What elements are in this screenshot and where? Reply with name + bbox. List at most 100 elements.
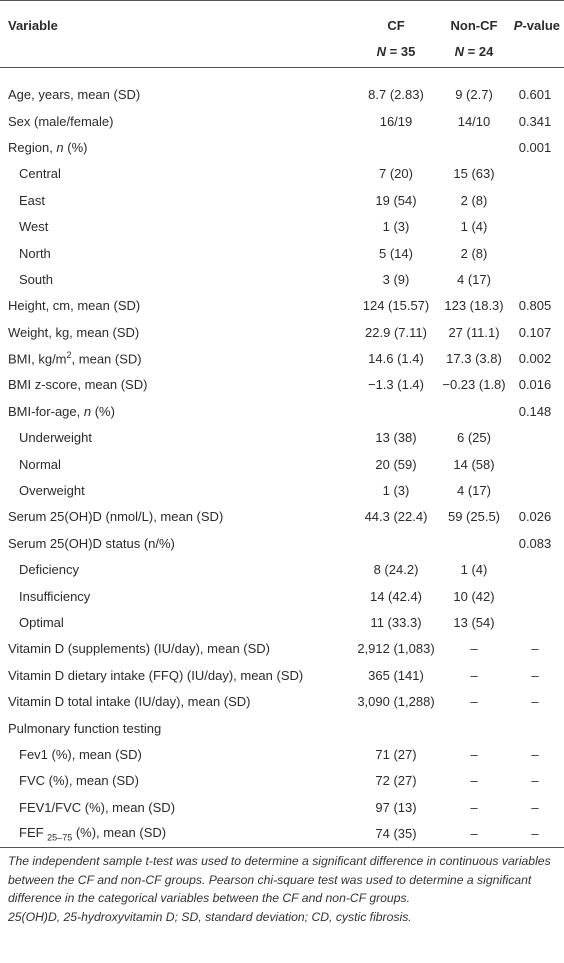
table-cell: 124 (15.57) xyxy=(362,298,430,314)
text: North xyxy=(19,245,51,261)
table-cell xyxy=(442,530,506,556)
table-cell: 1 (3) xyxy=(382,483,410,499)
text: Weight, kg, mean (SD) xyxy=(8,324,140,340)
row-label: Weight, kg, mean (SD) xyxy=(0,319,350,345)
text-i: P xyxy=(513,18,523,33)
table-cell xyxy=(506,583,564,609)
spacer-cell xyxy=(0,68,350,82)
table-cell: 13 (38) xyxy=(375,430,417,446)
table-cell: 0.601 xyxy=(518,87,552,103)
table-cell: 1 (3) xyxy=(382,219,410,235)
table-row: Deficiency 8 (24.2) 1 (4) xyxy=(0,557,564,583)
text-i: n xyxy=(83,403,92,419)
table-cell: 0.805 xyxy=(518,298,552,314)
text: Normal xyxy=(19,456,61,472)
table-cell xyxy=(506,715,564,741)
table-cell xyxy=(350,530,442,556)
table-cell xyxy=(506,213,564,239)
row-label: Fev1 (%), mean (SD) xyxy=(0,741,350,767)
footnote: The independent sample t-test was used t… xyxy=(8,854,551,905)
text: BMI, kg/m xyxy=(8,351,67,367)
text: FEF xyxy=(19,824,48,840)
table-cell: – xyxy=(442,820,506,848)
table-row: Vitamin D dietary intake (FFQ) (IU/day),… xyxy=(0,662,564,688)
table-row: BMI z-score, mean (SD) −1.3 (1.4) −0.23 (1… xyxy=(0,372,564,398)
row-label: FEF 25–75 (%), mean (SD) xyxy=(0,820,350,848)
table-cell: – xyxy=(470,667,478,683)
table-cell: 1 (4) xyxy=(460,219,488,235)
row-label: Overweight xyxy=(0,477,350,503)
table-row: Central 7 (20) 15 (63) xyxy=(0,161,564,187)
table-cell: 11 (33.3) xyxy=(370,615,422,630)
table-cell: 0.341 xyxy=(518,113,552,129)
column-header: Variable xyxy=(0,0,350,68)
table-cell: 2 (8) xyxy=(460,245,488,261)
spacer-cell xyxy=(506,68,564,82)
row-label: Deficiency xyxy=(0,557,350,583)
text: = 24 xyxy=(464,44,494,59)
column-title: Variable xyxy=(8,13,350,39)
text: BMI z-score, mean (SD) xyxy=(8,377,148,393)
table-row: Vitamin D (supplements) (IU/day), mean (… xyxy=(0,636,564,662)
table-row: FEV1/FVC (%), mean (SD) 97 (13) – – xyxy=(0,794,564,820)
table-cell xyxy=(506,161,564,187)
table-cell xyxy=(506,557,564,583)
text: Height, cm, mean (SD) xyxy=(8,298,141,314)
column-title: P-value xyxy=(506,13,560,39)
table-cell: – xyxy=(470,799,478,815)
column-header: P-value xyxy=(506,0,564,68)
table-cell: 14/10 xyxy=(457,113,491,129)
text-sup: 2 xyxy=(66,350,72,361)
table-cell: 0.026 xyxy=(518,509,552,525)
text: East xyxy=(19,192,46,208)
text: South xyxy=(19,271,53,287)
table-cell: – xyxy=(531,773,539,789)
table-cell: 0.001 xyxy=(518,139,552,155)
footnote: 25(OH)D, 25-hydroxyvitamin D; SD, standa… xyxy=(8,909,412,924)
table-cell: 74 (35) xyxy=(350,820,442,848)
text: Overweight xyxy=(19,483,85,499)
text: Pulmonary function testing xyxy=(8,720,162,736)
table-row: Region, n (%) 0.001 xyxy=(0,134,564,160)
table-cell: 0.083 xyxy=(518,535,552,551)
table-cell xyxy=(350,715,442,741)
table-cell: 365 (141) xyxy=(368,667,424,683)
footnotes: The independent sample t-test was used t… xyxy=(8,852,556,926)
text-i: N xyxy=(454,44,465,59)
column-header: Non-CF N = 24 xyxy=(442,0,506,68)
text: Central xyxy=(19,166,61,182)
table-cell: 14 (42.4) xyxy=(369,588,423,604)
text: Underweight xyxy=(19,430,92,446)
table-row: North 5 (14) 2 (8) xyxy=(0,240,564,266)
table-cell: 4 (17) xyxy=(457,271,491,287)
table-cell: 17.3 (3.8) xyxy=(446,351,502,367)
table-cell: −0.23 (1.8) xyxy=(442,377,506,393)
table-row: Height, cm, mean (SD) 124 (15.57) 123 (18.… xyxy=(0,293,564,319)
table-cell: 0.002 xyxy=(518,351,552,367)
row-label: Pulmonary function testing xyxy=(0,715,350,741)
table-row: Weight, kg, mean (SD) 22.9 (7.11) 27 (11.1… xyxy=(0,319,564,345)
table-cell xyxy=(442,398,506,424)
row-label: Sex (male/female) xyxy=(0,108,350,134)
column-header: CF N = 35 xyxy=(350,0,442,68)
row-label: Optimal xyxy=(0,609,350,635)
table-row: Serum 25(OH)D status (n/%) 0.083 xyxy=(0,530,564,556)
table-row: Serum 25(OH)D (nmol/L), mean (SD) 44.3 (2… xyxy=(0,504,564,530)
text: = 35 xyxy=(386,44,416,59)
table-cell xyxy=(350,134,442,160)
table-cell: – xyxy=(470,773,478,789)
row-label: Age, years, mean (SD) xyxy=(0,82,350,108)
table-cell: 97 (13) xyxy=(375,799,417,815)
table-cell: 2,912 (1,083) xyxy=(357,641,435,657)
text: FVC (%), mean (SD) xyxy=(19,773,139,789)
table-cell: 44.3 (22.4) xyxy=(364,509,428,525)
table-cell: 4 (17) xyxy=(457,483,491,499)
table-cell: 20 (59) xyxy=(375,456,417,472)
data-table: Variable CF N = 35 Non-CF N = 24 P-value Age,… xyxy=(0,0,564,848)
table-cell: 7 (20) xyxy=(379,166,413,182)
row-label: FVC (%), mean (SD) xyxy=(0,768,350,794)
text: -value xyxy=(522,18,560,33)
table-row: Sex (male/female) 16/19 14/10 0.341 xyxy=(0,108,564,134)
table-row: Overweight 1 (3) 4 (17) xyxy=(0,477,564,503)
table-cell xyxy=(506,477,564,503)
